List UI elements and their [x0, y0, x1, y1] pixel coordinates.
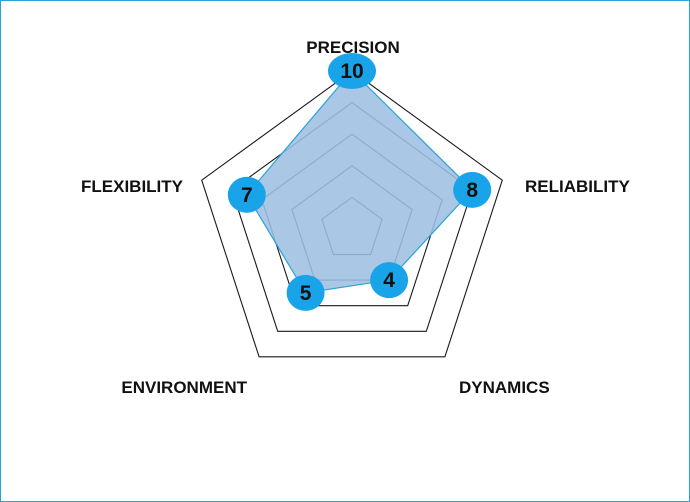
data-marker-environment [286, 274, 325, 311]
grid-ring-5 [201, 70, 503, 358]
data-label-flexibility: 7 [241, 184, 253, 207]
data-markers: 10 8 4 5 7 [227, 53, 492, 311]
data-marker-flexibility [227, 176, 266, 213]
axis-label-reliability: RELIABILITY [525, 177, 630, 196]
data-label-precision: 10 [340, 60, 363, 83]
axis-label-environment: ENVIRONMENT [121, 378, 247, 397]
data-marker-precision [328, 53, 376, 89]
axis-labels: PRECISION RELIABILITY DYNAMICS ENVIRONME… [81, 38, 630, 397]
data-marker-reliability [453, 171, 492, 208]
data-marker-dynamics [370, 262, 409, 299]
data-label-dynamics: 4 [383, 269, 395, 292]
data-label-reliability: 8 [466, 179, 478, 202]
series-area [246, 70, 474, 294]
axis-label-precision: PRECISION [306, 38, 400, 57]
data-label-environment: 5 [300, 282, 312, 305]
axis-label-flexibility: FLEXIBILITY [81, 177, 184, 196]
axis-label-dynamics: DYNAMICS [459, 378, 550, 397]
